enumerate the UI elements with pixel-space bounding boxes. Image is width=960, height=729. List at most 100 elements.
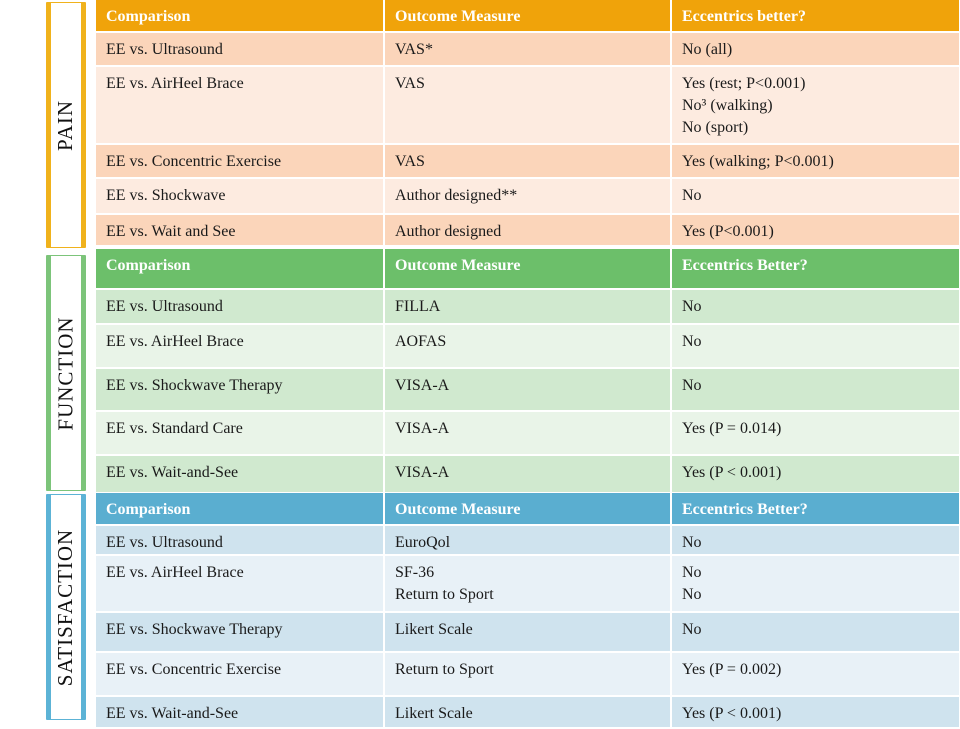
eccentrics-result-cell: Yes (P < 0.001) [671, 696, 960, 729]
outcome-measure-text: VAS [395, 75, 425, 92]
satisfaction-table-row: EE vs. Wait-and-See Likert Scale Yes (P < … [96, 696, 960, 729]
eccentrics-result-cell: No [671, 324, 960, 369]
comparison-cell: EE vs. Concentric Exercise [96, 652, 385, 697]
eccentrics-result-lines: Yes (P < 0.001) [682, 456, 959, 484]
comparison-text: EE vs. Ultrasound [106, 41, 223, 58]
eccentrics-result-cell: Yes (P = 0.002) [671, 652, 960, 697]
comparison-cell: EE vs. Wait-and-See [96, 696, 385, 729]
comparison-cell: EE vs. Wait and See [96, 214, 385, 247]
pain-table-row: EE vs. AirHeel Brace VAS Yes (rest; P<0.00… [96, 66, 960, 145]
eccentrics-result-lines: No No [682, 556, 959, 606]
pain-section-label: PAIN [46, 2, 86, 248]
outcome-measure-lines: VAS [395, 67, 670, 95]
outcome-measure-cell: EuroQol [384, 525, 672, 556]
eccentrics-result-lines: No [682, 526, 959, 554]
outcome-measure-text: VAS* [395, 41, 433, 58]
outcome-measure-text: AOFAS [395, 333, 447, 350]
pain-table-row: EE vs. Shockwave Author designed** No [96, 178, 960, 215]
eccentrics-result-text: No [682, 377, 702, 394]
eccentrics-result-lines: No [682, 325, 959, 353]
comparison-text: EE vs. Standard Care [106, 420, 243, 437]
pain-table-row: EE vs. Concentric Exercise VAS Yes (walkin… [96, 144, 960, 179]
comparison-text: EE vs. Wait-and-See [106, 705, 239, 722]
comparison-text: EE vs. Ultrasound [106, 534, 223, 551]
outcome-measure-cell: Return to Sport [384, 652, 672, 697]
outcome-measure-cell: VAS [384, 66, 672, 145]
outcome-measure-text: VAS [395, 153, 425, 170]
outcome-measure-text: VISA-A [395, 464, 450, 481]
outcome-measure-text: VISA-A [395, 420, 450, 437]
comparison-text: EE vs. AirHeel Brace [106, 75, 244, 92]
comparison-cell: EE vs. Ultrasound [96, 289, 385, 325]
outcome-measure-lines: Likert Scale [395, 697, 670, 725]
eccentrics-result-cell: No [671, 289, 960, 325]
pain-label-text: PAIN [53, 99, 78, 151]
eccentrics-result-text: Yes (P < 0.001) [682, 705, 782, 722]
eccentrics-result-text: Yes (rest; P<0.001) [682, 75, 806, 92]
comparison-text: EE vs. Shockwave [106, 187, 226, 204]
function-header-row: Comparison Outcome Measure Eccentrics Bett… [96, 249, 960, 290]
eccentrics-result-text: Yes (P = 0.002) [682, 661, 782, 678]
comparison-text: EE vs. Wait-and-See [106, 464, 239, 481]
satisfaction-label-text: SATISFACTION [53, 528, 78, 686]
eccentrics-result-cell: Yes (P<0.001) [671, 214, 960, 247]
outcome-measure-cell: AOFAS [384, 324, 672, 369]
satisfaction-header-cell: Outcome Measure [384, 493, 672, 526]
function-header-cell: Comparison [96, 249, 385, 290]
outcome-measure-text: EuroQol [395, 534, 451, 551]
eccentrics-result-cell: Yes (P = 0.014) [671, 411, 960, 456]
outcome-measure-cell: FILLA [384, 289, 672, 325]
outcome-measure-text: Author designed** [395, 187, 518, 204]
eccentrics-result-text: No [682, 586, 702, 603]
function-section-label: FUNCTION [46, 255, 86, 491]
outcome-measure-cell: SF-36 Return to Sport [384, 555, 672, 613]
satisfaction-header-cell: Eccentrics Better? [671, 493, 960, 526]
eccentrics-result-lines: Yes (rest; P<0.001) No³ (walking) No (spor… [682, 67, 959, 139]
eccentrics-result-cell: Yes (P < 0.001) [671, 455, 960, 494]
comparison-text: EE vs. AirHeel Brace [106, 564, 244, 581]
eccentrics-result-text: No [682, 534, 702, 551]
pain-header-cell: Outcome Measure [384, 0, 672, 33]
eccentrics-result-text: No [682, 333, 702, 350]
eccentrics-result-cell: No [671, 178, 960, 215]
outcome-measure-lines: VISA-A [395, 456, 670, 484]
eccentrics-result-text: No [682, 298, 702, 315]
eccentrics-result-text: Yes (walking; P<0.001) [682, 153, 834, 170]
function-header-cell: Outcome Measure [384, 249, 672, 290]
comparison-text: EE vs. Shockwave Therapy [106, 621, 283, 638]
comparison-cell: EE vs. Ultrasound [96, 32, 385, 67]
outcome-measure-text: Return to Sport [395, 586, 494, 603]
comparison-text: EE vs. AirHeel Brace [106, 333, 244, 350]
eccentrics-result-lines: No [682, 290, 959, 318]
function-table: Comparison Outcome Measure Eccentrics Bett… [96, 249, 960, 494]
outcome-measure-lines: VAS* [395, 33, 670, 61]
outcome-measure-cell: VAS* [384, 32, 672, 67]
outcome-measure-lines: VISA-A [395, 412, 670, 440]
comparison-text: EE vs. Ultrasound [106, 298, 223, 315]
outcome-measure-lines: EuroQol [395, 526, 670, 554]
function-table-row: EE vs. Wait-and-See VISA-A Yes (P < 0.001) [96, 455, 960, 494]
outcome-measure-text: Author designed [395, 223, 502, 240]
comparison-cell: EE vs. Concentric Exercise [96, 144, 385, 179]
eccentrics-result-text: No³ (walking) [682, 97, 773, 114]
outcome-measure-lines: VISA-A [395, 369, 670, 397]
outcome-measure-lines: Return to Sport [395, 653, 670, 681]
function-label-text: FUNCTION [53, 315, 78, 431]
eccentrics-result-lines: Yes (P<0.001) [682, 215, 959, 243]
eccentrics-result-cell: No [671, 612, 960, 653]
outcome-measure-text: Likert Scale [395, 705, 473, 722]
satisfaction-header-row: Comparison Outcome Measure Eccentrics Bett… [96, 493, 960, 526]
comparison-cell: EE vs. Shockwave Therapy [96, 368, 385, 412]
eccentrics-result-text: No [682, 621, 702, 638]
function-table-row: EE vs. Ultrasound FILLA No [96, 289, 960, 325]
pain-header-cell: Comparison [96, 0, 385, 33]
function-table-row: EE vs. Shockwave Therapy VISA-A No [96, 368, 960, 412]
comparison-text: EE vs. Concentric Exercise [106, 153, 282, 170]
satisfaction-table-row: EE vs. AirHeel Brace SF-36 Return to Sport… [96, 555, 960, 613]
eccentrics-result-lines: No (all) [682, 33, 959, 61]
pain-table: Comparison Outcome Measure Eccentrics bett… [96, 0, 960, 247]
pain-table-row: EE vs. Ultrasound VAS* No (all) [96, 32, 960, 67]
outcome-measure-text: FILLA [395, 298, 441, 315]
comparison-cell: EE vs. AirHeel Brace [96, 555, 385, 613]
eccentrics-result-cell: No (all) [671, 32, 960, 67]
